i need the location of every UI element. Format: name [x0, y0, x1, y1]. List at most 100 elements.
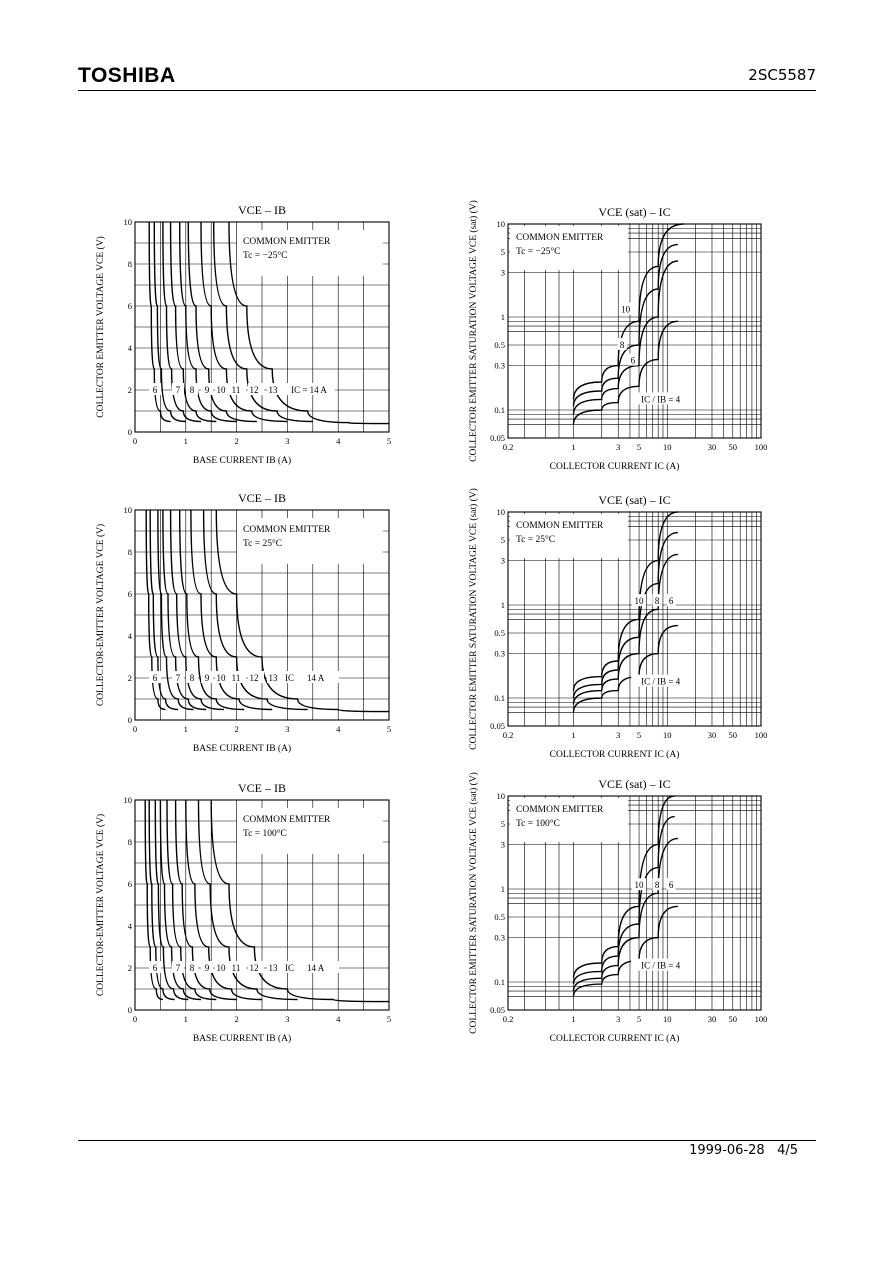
series-line-7 — [149, 509, 179, 711]
series-line-4 — [572, 905, 678, 997]
x-tick-label: 3 — [285, 436, 289, 446]
x-axis-label: COLLECTOR CURRENT IC (A) — [550, 749, 680, 760]
x-tick-label: 30 — [708, 1014, 717, 1024]
series-line-13 — [213, 221, 313, 423]
series-line-6 — [572, 553, 678, 705]
curve-label-10: 10 — [217, 963, 227, 973]
y-tick-label: 1 — [501, 600, 505, 610]
series-line-6 — [572, 260, 678, 415]
curve-label-ic: IC — [285, 673, 294, 683]
note-box — [237, 808, 383, 854]
curve-label-ic14: IC = 14 A — [291, 385, 327, 395]
y-tick-label: 1 — [501, 884, 505, 894]
series-line-11 — [179, 509, 245, 711]
note-box — [510, 514, 628, 558]
plot-frame — [134, 221, 390, 433]
series-line-6 — [148, 221, 171, 423]
series-line-7 — [153, 221, 186, 423]
y-tick-label: 6 — [128, 589, 132, 599]
curve-label-9: 9 — [205, 385, 210, 395]
chart-title: VCE – IB — [238, 203, 286, 217]
x-tick-label: 4 — [336, 1014, 341, 1024]
chart-title: VCE (sat) – IC — [598, 777, 670, 791]
series-line-9 — [169, 221, 217, 423]
curve-label-9: 9 — [205, 963, 210, 973]
x-tick-label: 5 — [387, 436, 391, 446]
y-tick-label: 10 — [124, 795, 133, 805]
curve-label-3: IC / IB = 4 — [641, 961, 681, 971]
note-common-emitter: COMMON EMITTER — [243, 237, 331, 247]
note-temperature: Tc = 100°C — [516, 818, 560, 829]
x-tick-label: 4 — [336, 724, 341, 734]
x-tick-label: 3 — [616, 442, 620, 452]
series-line-6 — [144, 799, 163, 1001]
x-tick-label: 4 — [336, 436, 341, 446]
note-common-emitter: COMMON EMITTER — [243, 525, 331, 535]
footer-date-page: 1999-06-28 4/5 — [600, 1143, 798, 1158]
y-tick-label: 0.1 — [494, 977, 505, 987]
curve-label-13: 13 — [269, 385, 279, 395]
note-box — [510, 226, 628, 270]
chart-2: COMMON EMITTER Tc = −25°C 10 86 IC / IB = 4 0… — [468, 200, 767, 472]
series-line-6 — [145, 509, 166, 711]
plot-frame — [134, 799, 390, 1011]
y-tick-label: 0.1 — [494, 693, 505, 703]
note-box — [237, 230, 383, 276]
x-tick-label: 0.2 — [503, 442, 514, 452]
x-tick-label: 100 — [755, 1014, 768, 1024]
y-tick-label: 5 — [501, 247, 505, 257]
x-tick-label: 100 — [755, 442, 768, 452]
curve-label-bg — [172, 383, 184, 395]
note-temperature: Tc = −25°C — [516, 246, 560, 257]
curve-label-bg — [628, 353, 638, 366]
curve-label-10: 10 — [217, 673, 227, 683]
curve-label-bg — [267, 671, 283, 683]
curve-label-2: 6 — [669, 596, 674, 606]
y-tick-label: 10 — [124, 217, 133, 227]
y-axis-label: COLLECTOR EMITTER SATURATION VOLTAGE VCE… — [468, 200, 479, 462]
curve-label-bg — [186, 671, 198, 683]
x-tick-label: 50 — [729, 442, 738, 452]
y-tick-label: 4 — [128, 343, 133, 353]
y-axis-label: COLLECTOR EMITTER SATURATION VOLTAGE VCE… — [468, 488, 479, 750]
series-line-8 — [572, 815, 675, 985]
chart-title: VCE (sat) – IC — [598, 205, 670, 219]
curve-label-0: 10 — [621, 305, 631, 315]
series-line-8 — [162, 221, 202, 423]
curve-label-12: 12 — [250, 385, 259, 395]
series-line-8 — [154, 799, 189, 1001]
x-tick-label: 2 — [234, 1014, 238, 1024]
x-tick-label: 1 — [184, 1014, 188, 1024]
y-tick-label: 5 — [501, 819, 505, 829]
y-tick-label: 6 — [128, 301, 132, 311]
y-axis-label: COLLECTOR-EMITTER VOLTAGE VCE (V) — [95, 524, 106, 706]
curve-label-2: 6 — [669, 880, 674, 890]
x-tick-label: 5 — [637, 442, 641, 452]
x-tick-label: 5 — [637, 730, 641, 740]
y-tick-label: 4 — [128, 921, 133, 931]
x-tick-label: 3 — [285, 724, 289, 734]
curve-label-bg — [631, 674, 691, 687]
x-axis-label: BASE CURRENT IB (A) — [193, 743, 291, 754]
series-line-10 — [572, 511, 678, 691]
series-line-10 — [572, 795, 675, 979]
x-tick-label: 0 — [133, 1014, 137, 1024]
chart-title: VCE (sat) – IC — [598, 493, 670, 507]
series-line-8 — [157, 509, 194, 711]
y-tick-label: 10 — [497, 219, 506, 229]
x-axis-label: BASE CURRENT IB (A) — [193, 1033, 291, 1044]
x-tick-label: 5 — [387, 1014, 391, 1024]
note-box — [237, 518, 383, 564]
curve-label-7: 7 — [176, 963, 181, 973]
curve-label-13: 13 — [269, 963, 279, 973]
plot-frame — [507, 511, 762, 727]
series-line-12 — [200, 221, 288, 423]
series-line-14 — [215, 509, 390, 713]
y-tick-label: 0 — [128, 715, 132, 725]
curve-label-bg — [248, 961, 264, 973]
curve-label-8: 8 — [190, 963, 195, 973]
note-temperature: Tc = 100°C — [243, 828, 287, 839]
y-tick-label: 8 — [128, 837, 132, 847]
curve-label-bg — [201, 671, 213, 683]
curve-label-bg — [632, 594, 647, 607]
